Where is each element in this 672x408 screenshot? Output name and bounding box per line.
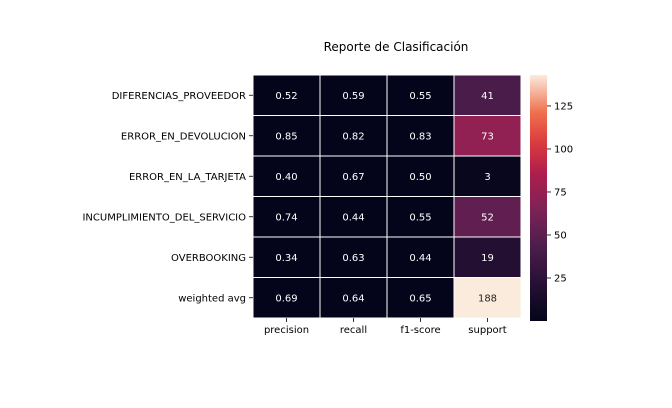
cell-value-label: 0.67 <box>342 172 364 183</box>
cell-value-label: 0.50 <box>409 172 431 183</box>
colorbar: 25 50 75 100 125 <box>530 75 573 321</box>
heatmap-cell <box>453 74 522 116</box>
heatmap-cell <box>252 277 321 319</box>
colorbar-tick-label: 75 <box>554 187 567 198</box>
cell-value-label: 3 <box>484 172 490 183</box>
heatmap-cell <box>453 236 522 278</box>
chart-title: Reporte de Clasificación <box>324 40 469 54</box>
colorbar-tick-label: 50 <box>554 230 567 241</box>
cell-value-label: 0.55 <box>409 212 431 223</box>
cell-value-label: 0.59 <box>342 91 364 102</box>
cell-value-label: 0.34 <box>275 253 297 264</box>
cell-value-label: 0.55 <box>409 91 431 102</box>
heatmap-cell <box>453 196 522 238</box>
heatmap-cell <box>252 74 321 116</box>
heatmap-cell <box>319 155 388 197</box>
heatmap-cell <box>319 115 388 157</box>
heatmap-cell <box>453 115 522 157</box>
colorbar-tick-label: 125 <box>554 101 573 112</box>
heatmap-cell <box>319 74 388 116</box>
cell-value-label: 188 <box>478 293 497 304</box>
cell-value-label: 0.63 <box>342 253 364 264</box>
row-label: weighted avg <box>178 293 246 304</box>
cell-value-label: 0.65 <box>409 293 431 304</box>
heatmap-cell <box>319 236 388 278</box>
row-label: DIFERENCIAS_PROVEEDOR <box>112 91 246 102</box>
colorbar-tick-label: 25 <box>554 273 567 284</box>
cell-value-label: 0.82 <box>342 131 364 142</box>
cell-value-label: 0.52 <box>275 91 297 102</box>
heatmap-cell <box>319 196 388 238</box>
heatmap-cell <box>319 277 388 319</box>
cell-value-label: 0.74 <box>275 212 297 223</box>
cell-value-label: 0.64 <box>342 293 364 304</box>
heatmap-cell <box>386 74 455 116</box>
column-label: recall <box>340 325 367 336</box>
column-label: support <box>468 325 506 336</box>
cell-value-label: 0.85 <box>275 131 297 142</box>
cell-value-label: 0.69 <box>275 293 297 304</box>
cell-value-label: 0.44 <box>342 212 364 223</box>
row-label: OVERBOOKING <box>171 253 246 264</box>
heatmap-cell <box>453 155 522 197</box>
cell-value-label: 0.83 <box>409 131 431 142</box>
column-label: f1-score <box>400 325 440 336</box>
cell-value-label: 0.40 <box>275 172 297 183</box>
heatmap-cell <box>453 277 522 319</box>
cell-value-label: 0.44 <box>409 253 431 264</box>
cell-value-label: 19 <box>481 253 494 264</box>
column-labels: precision recall f1-score support <box>264 318 507 336</box>
cell-value-label: 73 <box>481 131 494 142</box>
row-label: ERROR_EN_DEVOLUCION <box>121 131 246 142</box>
colorbar-gradient <box>530 75 547 321</box>
row-label: ERROR_EN_LA_TARJETA <box>129 172 246 183</box>
colorbar-tick-label: 100 <box>554 144 573 155</box>
column-label: precision <box>264 325 309 336</box>
row-labels: DIFERENCIAS_PROVEEDOR ERROR_EN_DEVOLUCION… <box>82 91 253 304</box>
cell-value-label: 52 <box>481 212 494 223</box>
heatmap-cell <box>386 236 455 278</box>
cell-value-label: 41 <box>481 91 494 102</box>
heatmap-cells: 0.52 0.59 0.55 41 0.85 0.82 0.83 73 0.40 0.67 0.50… <box>252 74 522 319</box>
row-label: INCUMPLIMIENTO_DEL_SERVICIO <box>82 212 246 223</box>
heatmap-cell <box>386 277 455 319</box>
